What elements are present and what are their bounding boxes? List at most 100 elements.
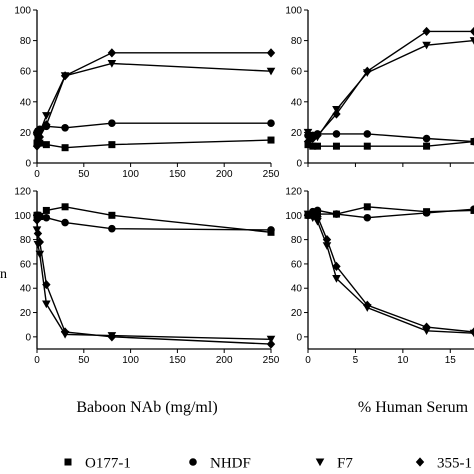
- series-line-f7: [36, 62, 272, 138]
- y-tick-label: 60: [291, 259, 303, 270]
- series-line-355-1: [36, 220, 272, 345]
- data-point-o177-1: [61, 144, 69, 152]
- panel-bottom-left: 0 20 40 60 80 100 120 0 50 100 150 200 250 Baboon NAb…: [0, 187, 280, 417]
- series-line-o177-1: [36, 138, 272, 149]
- legend-label-o177-1: O177-1: [85, 456, 131, 472]
- y-tick-label: 0: [25, 159, 31, 170]
- panel-top-left: 0 20 40 60 80 100 0 50 100 150 200 250: [14, 6, 279, 181]
- data-point-355-1: [266, 339, 276, 349]
- data-point-355-1: [266, 48, 276, 58]
- data-point-nhdf: [61, 218, 69, 227]
- x-tick-label: 0: [305, 355, 311, 366]
- data-point-nhdf: [61, 124, 69, 132]
- data-point-355-1: [363, 66, 372, 76]
- x-tick-label: 50: [78, 169, 90, 180]
- data-point-355-1: [60, 71, 70, 81]
- data-point-f7: [42, 112, 51, 120]
- x-tick-label: 0: [34, 169, 40, 180]
- x-tick-label: 50: [78, 355, 90, 366]
- data-point-o177-1: [423, 142, 431, 150]
- x-tick-label: 150: [169, 169, 186, 180]
- data-point-355-1: [35, 237, 45, 247]
- data-point-o177-1: [363, 203, 371, 211]
- data-point-o177-1: [332, 142, 340, 150]
- data-point-nhdf: [422, 134, 431, 143]
- y-tick-label: 120: [285, 187, 302, 198]
- y-axis-label: n: [0, 267, 7, 282]
- data-point-nhdf: [42, 213, 51, 222]
- y-tick-label: 100: [14, 211, 31, 222]
- panel-top-right: 0 20 40 60 80 100: [285, 6, 474, 170]
- y-tick-label: 60: [20, 67, 32, 78]
- data-point-nhdf: [470, 137, 474, 146]
- data-point-355-1: [332, 261, 341, 271]
- x-tick-label: 100: [122, 355, 139, 366]
- data-point-f7: [107, 60, 117, 68]
- legend-label-355-1: 355-1: [437, 456, 472, 472]
- series-line-355-1: [36, 52, 271, 147]
- y-tick-label: 20: [291, 308, 303, 319]
- legend-marker-f7: [315, 458, 325, 467]
- y-tick-label: 0: [25, 332, 31, 343]
- series-line-nhdf: [36, 122, 271, 133]
- x-tick-label: 250: [263, 355, 280, 366]
- data-point-o177-1: [108, 141, 116, 149]
- x-tick-label: 5: [353, 355, 359, 366]
- x-tick-label: 100: [122, 169, 139, 180]
- legend-marker-nhdf: [189, 458, 197, 466]
- data-point-o177-1: [36, 139, 44, 147]
- data-point-nhdf: [108, 224, 116, 233]
- y-tick-label: 40: [291, 284, 303, 295]
- data-point-nhdf: [363, 130, 372, 138]
- x-tick-label: 15: [445, 355, 457, 366]
- series-line-f7: [36, 229, 272, 340]
- y-tick-label: 100: [14, 6, 31, 17]
- series-line-f7: [307, 213, 474, 334]
- data-point-nhdf: [332, 210, 341, 218]
- data-point-355-1: [313, 130, 322, 141]
- y-tick-label: 20: [20, 128, 32, 139]
- panel-bottom-right: 0 20 40 60 80 100 120 0 5 10 15 % Human Serum: [285, 187, 474, 416]
- data-point-nhdf: [422, 209, 431, 217]
- data-point-f7: [332, 275, 341, 283]
- x-tick-label: 10: [397, 355, 409, 366]
- y-tick-label: 120: [14, 187, 31, 198]
- series-line-o177-1: [307, 140, 474, 147]
- y-tick-label: 80: [20, 235, 32, 246]
- data-point-f7: [266, 67, 276, 76]
- y-tick-label: 60: [20, 259, 32, 270]
- data-point-355-1: [332, 109, 341, 119]
- y-tick-label: 0: [296, 332, 302, 343]
- data-point-o177-1: [363, 142, 371, 150]
- data-point-o177-1: [61, 203, 69, 211]
- data-point-355-1: [42, 279, 51, 290]
- x-tick-label: 200: [216, 169, 233, 180]
- data-point-o177-1: [313, 142, 321, 150]
- x-tick-label: 0: [34, 355, 40, 366]
- x-tick-label: 250: [263, 169, 280, 180]
- data-point-355-1: [32, 215, 42, 225]
- x-axis-label: Baboon NAb (mg/ml): [76, 399, 217, 416]
- data-point-355-1: [313, 211, 322, 222]
- legend: O177-1 NHDF F7 355-1: [64, 456, 472, 472]
- x-axis-label: % Human Serum: [358, 399, 469, 416]
- data-point-355-1: [363, 300, 372, 310]
- y-tick-label: 20: [20, 308, 32, 319]
- y-tick-label: 40: [20, 284, 32, 295]
- data-point-o177-1: [267, 136, 275, 144]
- data-point-nhdf: [267, 226, 275, 234]
- legend-marker-355-1: [415, 457, 425, 467]
- data-point-355-1: [35, 132, 45, 142]
- y-tick-label: 60: [291, 67, 303, 78]
- y-tick-label: 80: [291, 36, 303, 47]
- data-point-nhdf: [267, 119, 275, 128]
- data-point-355-1: [422, 26, 431, 37]
- data-point-355-1: [33, 135, 43, 145]
- data-point-o177-1: [42, 206, 50, 214]
- data-point-355-1: [422, 322, 431, 332]
- data-point-355-1: [107, 48, 117, 58]
- data-point-355-1: [469, 327, 474, 337]
- data-point-nhdf: [363, 213, 372, 222]
- data-point-f7: [422, 41, 431, 50]
- data-point-f7: [313, 217, 322, 226]
